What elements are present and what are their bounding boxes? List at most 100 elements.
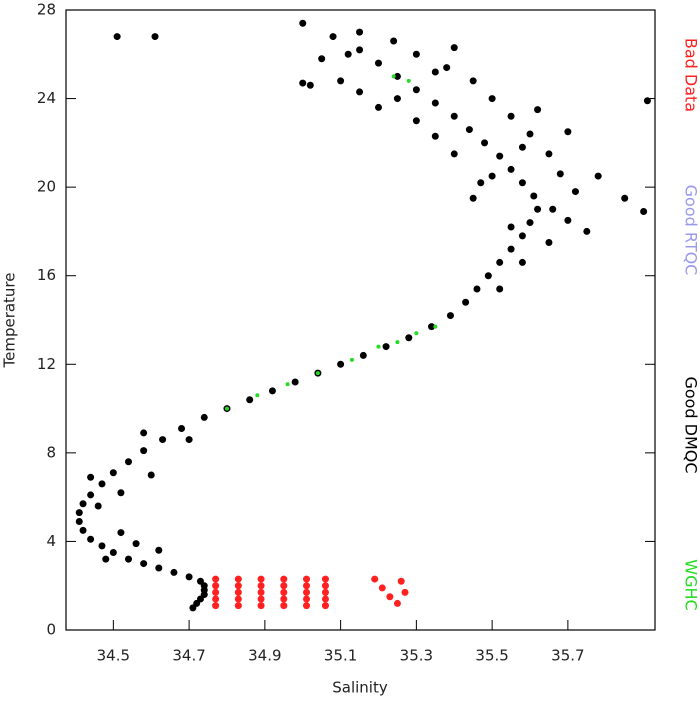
data-point xyxy=(258,582,265,589)
data-point xyxy=(322,582,329,589)
data-point xyxy=(407,79,411,83)
data-point xyxy=(303,596,310,603)
data-point xyxy=(451,113,458,120)
data-point xyxy=(125,556,132,563)
data-point xyxy=(350,358,354,362)
data-point xyxy=(545,150,552,157)
data-point xyxy=(212,576,219,583)
data-point xyxy=(258,596,265,603)
data-point xyxy=(392,74,396,78)
data-point xyxy=(595,173,602,180)
data-point xyxy=(447,312,454,319)
data-point xyxy=(489,95,496,102)
y-tick-label: 0 xyxy=(46,621,56,639)
data-point xyxy=(508,246,515,253)
data-point xyxy=(413,86,420,93)
data-point xyxy=(114,33,121,40)
x-tick-label: 35.5 xyxy=(475,647,508,665)
data-point xyxy=(405,334,412,341)
y-tick-label: 20 xyxy=(37,178,56,196)
data-point xyxy=(496,259,503,266)
data-point xyxy=(212,602,219,609)
data-point xyxy=(451,150,458,157)
data-point xyxy=(390,38,397,45)
data-point xyxy=(386,593,393,600)
data-point xyxy=(280,596,287,603)
data-point xyxy=(303,582,310,589)
data-point xyxy=(534,106,541,113)
data-point xyxy=(534,206,541,213)
data-point xyxy=(159,436,166,443)
data-point xyxy=(337,77,344,84)
data-point xyxy=(371,576,378,583)
data-point xyxy=(451,44,458,51)
data-point xyxy=(413,117,420,124)
data-point xyxy=(186,436,193,443)
data-point xyxy=(527,219,534,226)
data-point xyxy=(432,100,439,107)
legend-label: Bad Data xyxy=(682,38,700,112)
data-point xyxy=(322,596,329,603)
data-point xyxy=(155,565,162,572)
data-point xyxy=(117,529,124,536)
data-point xyxy=(178,425,185,432)
legend-label: WGHC xyxy=(682,559,700,610)
data-point xyxy=(235,596,242,603)
data-point xyxy=(481,139,488,146)
data-point xyxy=(258,576,265,583)
data-point xyxy=(496,286,503,293)
data-point xyxy=(489,173,496,180)
data-point xyxy=(225,407,229,411)
data-point xyxy=(564,128,571,135)
data-point xyxy=(246,396,253,403)
data-point xyxy=(186,573,193,580)
data-point xyxy=(564,217,571,224)
x-tick-label: 34.7 xyxy=(172,647,205,665)
data-point xyxy=(508,113,515,120)
data-point xyxy=(360,352,367,359)
x-tick-label: 35.3 xyxy=(400,647,433,665)
data-point xyxy=(519,144,526,151)
data-point xyxy=(235,576,242,583)
data-point xyxy=(255,393,259,397)
data-point xyxy=(383,343,390,350)
data-point xyxy=(148,472,155,479)
x-tick-label: 34.9 xyxy=(248,647,281,665)
data-point xyxy=(330,33,337,40)
data-point xyxy=(356,29,363,36)
data-point xyxy=(292,379,299,386)
data-point xyxy=(376,345,380,349)
data-point xyxy=(212,596,219,603)
data-point xyxy=(485,272,492,279)
y-tick-label: 4 xyxy=(46,532,56,550)
data-point xyxy=(470,195,477,202)
data-point xyxy=(375,104,382,111)
data-point xyxy=(557,170,564,177)
data-point xyxy=(356,88,363,95)
data-point xyxy=(508,166,515,173)
data-point xyxy=(395,340,399,344)
data-point xyxy=(140,429,147,436)
data-point xyxy=(80,500,87,507)
y-tick-label: 8 xyxy=(46,443,56,461)
data-point xyxy=(432,133,439,140)
data-point xyxy=(640,208,647,215)
data-point xyxy=(212,589,219,596)
data-point xyxy=(140,447,147,454)
data-point xyxy=(269,387,276,394)
data-point xyxy=(519,259,526,266)
data-point xyxy=(303,589,310,596)
data-point xyxy=(322,576,329,583)
y-axis-title: Temperature xyxy=(1,272,19,368)
data-point xyxy=(280,576,287,583)
data-point xyxy=(644,97,651,104)
data-point xyxy=(337,361,344,368)
data-point xyxy=(496,153,503,160)
data-point xyxy=(110,469,117,476)
legend-label: Good DMQC xyxy=(682,376,700,473)
data-point xyxy=(303,602,310,609)
data-point xyxy=(345,51,352,58)
data-point xyxy=(413,51,420,58)
data-point xyxy=(394,600,401,607)
